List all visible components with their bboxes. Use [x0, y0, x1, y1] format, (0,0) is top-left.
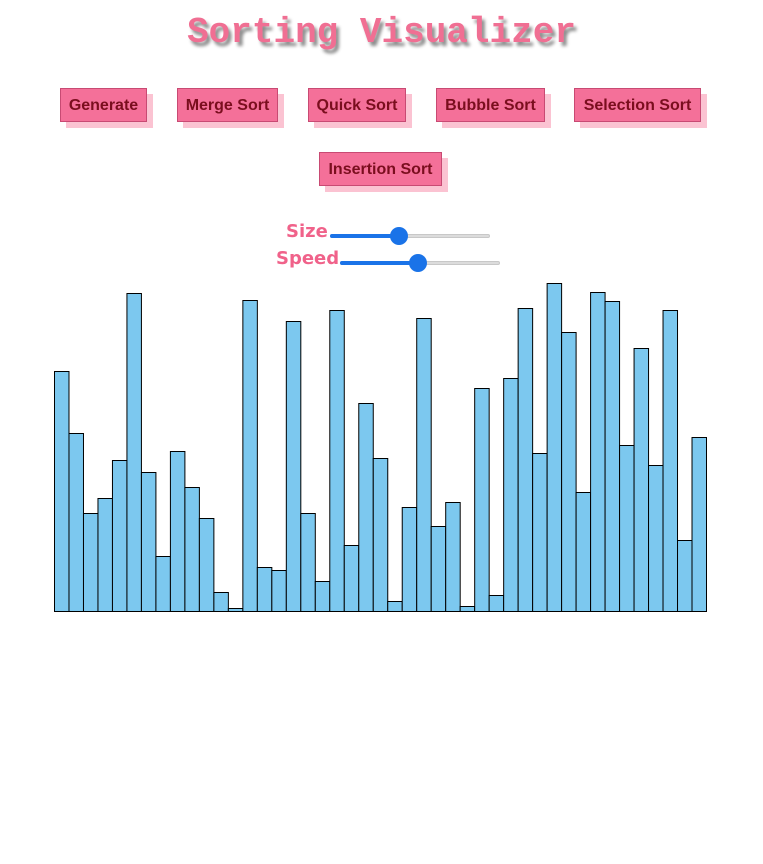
bar [155, 556, 171, 612]
bar [97, 498, 113, 612]
bar [300, 513, 316, 612]
bar [271, 570, 287, 612]
bar [619, 445, 635, 612]
bar [691, 437, 708, 612]
size-label: Size [286, 221, 328, 242]
bar [561, 332, 577, 612]
bar [604, 301, 621, 612]
bar [242, 300, 258, 612]
bar [401, 507, 418, 612]
speed-slider[interactable] [340, 253, 500, 273]
size-slider-fill [330, 234, 399, 238]
bar [517, 308, 534, 612]
bar [445, 502, 461, 612]
page-title: Sorting Visualizer [187, 12, 576, 53]
quick-sort-button[interactable]: Quick Sort [308, 88, 406, 122]
bar [198, 518, 215, 612]
bar [256, 567, 273, 612]
bar [343, 545, 360, 612]
bar [430, 526, 447, 612]
bar [227, 608, 244, 612]
speed-label: Speed [276, 248, 340, 269]
bar [213, 592, 229, 612]
bar [285, 321, 302, 612]
selection-sort-button[interactable]: Selection Sort [574, 88, 701, 122]
bar [140, 472, 157, 612]
bar [575, 492, 592, 612]
insertion-sort-button[interactable]: Insertion Sort [319, 152, 442, 186]
merge-sort-button[interactable]: Merge Sort [177, 88, 278, 122]
bar [459, 606, 476, 612]
bar [503, 378, 519, 612]
bar [416, 318, 432, 612]
bar [358, 403, 374, 612]
bar [68, 433, 84, 612]
speed-slider-thumb[interactable] [409, 254, 427, 272]
bar [54, 371, 70, 612]
speed-slider-fill [340, 261, 418, 265]
bar [488, 595, 505, 612]
bar [314, 581, 331, 612]
bar [82, 513, 99, 612]
bar [111, 460, 128, 612]
bar [677, 540, 693, 612]
bar [474, 388, 490, 612]
bar [372, 458, 389, 612]
bar [662, 310, 679, 612]
bar [633, 348, 650, 612]
bar [329, 310, 345, 612]
bar [169, 451, 186, 612]
size-slider[interactable] [330, 226, 490, 246]
bar [546, 283, 563, 612]
bar [590, 292, 606, 612]
bar [387, 601, 403, 612]
bar [184, 487, 200, 612]
bar [532, 453, 548, 612]
size-slider-thumb[interactable] [390, 227, 408, 245]
bar [126, 293, 142, 612]
bar [648, 465, 664, 612]
bubble-sort-button[interactable]: Bubble Sort [436, 88, 545, 122]
generate-button[interactable]: Generate [60, 88, 147, 122]
